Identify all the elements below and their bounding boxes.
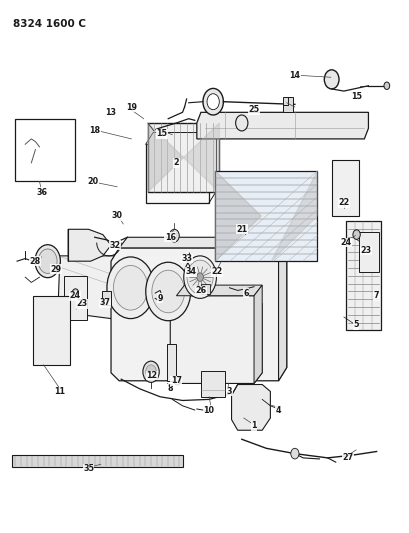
Text: 13: 13: [105, 108, 116, 117]
Text: 9: 9: [157, 294, 162, 303]
Circle shape: [151, 270, 184, 313]
Polygon shape: [231, 384, 270, 430]
Text: 16: 16: [164, 233, 175, 242]
Circle shape: [173, 376, 180, 385]
Text: 35: 35: [83, 464, 94, 473]
Polygon shape: [254, 285, 262, 383]
Text: 28: 28: [30, 257, 41, 265]
Circle shape: [324, 70, 338, 89]
Text: 3: 3: [226, 387, 232, 396]
Text: 17: 17: [171, 376, 182, 385]
Circle shape: [235, 115, 247, 131]
Polygon shape: [111, 248, 286, 381]
Polygon shape: [176, 285, 262, 296]
Text: 15: 15: [156, 129, 167, 138]
Text: 32: 32: [109, 241, 120, 250]
Circle shape: [113, 265, 147, 310]
Text: 19: 19: [126, 102, 137, 111]
Text: 33: 33: [181, 254, 192, 263]
Text: 12: 12: [146, 371, 157, 380]
Bar: [282, 98, 292, 112]
Bar: [215, 171, 317, 261]
Circle shape: [383, 82, 389, 90]
Bar: [331, 160, 359, 216]
Text: 27: 27: [342, 454, 353, 463]
Text: 2: 2: [173, 158, 179, 167]
Bar: [200, 284, 209, 294]
Text: 30: 30: [111, 212, 122, 221]
Bar: [15, 119, 75, 181]
Polygon shape: [119, 237, 286, 248]
Circle shape: [107, 257, 154, 319]
Text: 18: 18: [89, 126, 100, 135]
Polygon shape: [147, 123, 183, 192]
Ellipse shape: [143, 361, 159, 382]
Polygon shape: [170, 296, 262, 383]
Bar: [167, 344, 175, 381]
Bar: [64, 276, 86, 320]
Text: 5: 5: [353, 320, 358, 329]
Polygon shape: [215, 171, 261, 261]
Circle shape: [72, 289, 79, 297]
Polygon shape: [68, 229, 111, 261]
Text: 6: 6: [243, 288, 248, 297]
Bar: [12, 455, 182, 467]
Text: 8: 8: [167, 384, 173, 393]
Ellipse shape: [38, 249, 57, 273]
Circle shape: [187, 260, 213, 294]
Polygon shape: [278, 237, 286, 381]
Circle shape: [169, 229, 179, 242]
Text: 21: 21: [236, 225, 247, 234]
Text: 36: 36: [36, 188, 47, 197]
Bar: [359, 232, 378, 272]
Text: 23: 23: [360, 246, 371, 255]
Text: 25: 25: [248, 105, 259, 114]
Polygon shape: [58, 256, 155, 320]
Text: 10: 10: [203, 406, 214, 415]
Text: 11: 11: [54, 387, 65, 396]
Text: 22: 22: [211, 268, 222, 276]
Text: 37: 37: [99, 298, 110, 307]
Circle shape: [202, 88, 223, 115]
Bar: [147, 123, 219, 192]
Circle shape: [183, 256, 216, 298]
Polygon shape: [271, 171, 317, 261]
Circle shape: [290, 448, 298, 459]
Text: 7: 7: [373, 291, 378, 300]
Circle shape: [145, 262, 190, 321]
Ellipse shape: [145, 365, 156, 378]
Bar: [345, 221, 380, 330]
Bar: [33, 296, 70, 365]
Text: 1: 1: [251, 422, 256, 431]
Text: 24: 24: [339, 238, 351, 247]
Text: 20: 20: [87, 177, 98, 186]
Polygon shape: [183, 123, 219, 192]
Circle shape: [352, 230, 360, 239]
Text: 4: 4: [275, 406, 281, 415]
Text: 23: 23: [76, 299, 88, 308]
Bar: [145, 144, 209, 203]
Text: 29: 29: [50, 265, 61, 273]
Text: 34: 34: [185, 268, 196, 276]
Polygon shape: [196, 112, 368, 139]
Text: 14: 14: [289, 70, 300, 79]
Bar: [101, 291, 110, 305]
Text: 24: 24: [70, 291, 81, 300]
Bar: [200, 371, 224, 397]
Circle shape: [207, 94, 219, 110]
Ellipse shape: [35, 245, 60, 278]
Circle shape: [196, 273, 203, 281]
Text: 26: 26: [195, 286, 206, 295]
Text: 15: 15: [350, 92, 361, 101]
Text: 8324 1600 C: 8324 1600 C: [13, 19, 86, 29]
Text: 22: 22: [337, 198, 349, 207]
